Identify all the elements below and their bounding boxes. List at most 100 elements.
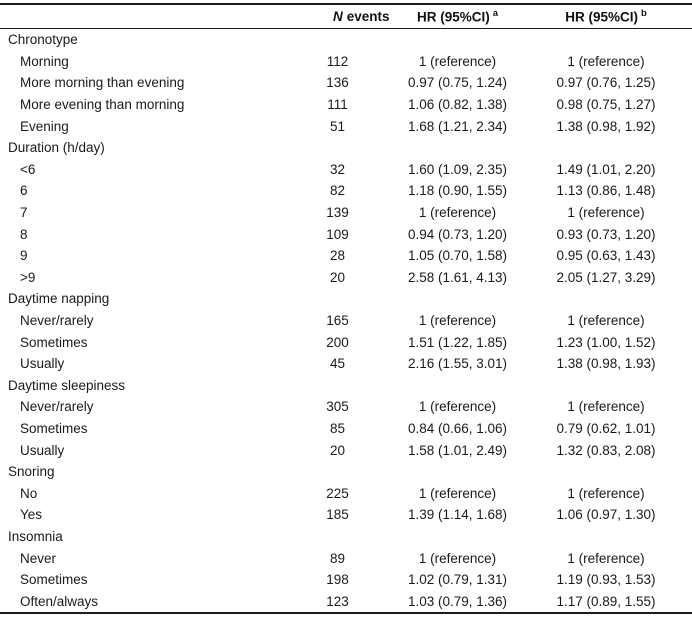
row-label: Never/rarely xyxy=(20,313,94,329)
hr-b-value: 1.06 (0.97, 1.30) xyxy=(556,507,656,523)
n-events-value: 123 xyxy=(326,593,349,609)
hr-b-value: 1.32 (0.83, 2.08) xyxy=(556,442,656,458)
table-row: 8 109 0.94 (0.73, 1.20) 0.93 (0.73, 1.20) xyxy=(0,223,692,245)
table-row: Sometimes 85 0.84 (0.66, 1.06) 0.79 (0.62, … xyxy=(0,418,692,440)
hr-b-value: 1.38 (0.98, 1.93) xyxy=(556,356,656,372)
row-label: Morning xyxy=(20,53,69,69)
hr-b-value: 0.98 (0.75, 1.27) xyxy=(556,97,656,113)
hr-a-value: 0.97 (0.75, 1.24) xyxy=(407,75,508,91)
table-body: Chronotype Morning 112 1 (reference) 1 (refe… xyxy=(0,29,692,614)
hr-b-value: 1.13 (0.86, 1.48) xyxy=(556,183,656,199)
section-label: Duration (h/day) xyxy=(8,140,105,156)
table-row: Sometimes 200 1.51 (1.22, 1.85) 1.23 (1.00,… xyxy=(0,331,692,353)
row-label: Often/always xyxy=(20,593,99,609)
hr-a-value: 1.58 (1.01, 2.49) xyxy=(407,442,508,458)
hr-b-value: 1 (reference) xyxy=(567,313,645,329)
hr-b-value: 0.95 (0.63, 1.43) xyxy=(556,248,656,264)
row-label: Evening xyxy=(20,118,69,134)
section-label: Daytime sleepiness xyxy=(8,377,126,393)
hr-a-value: 1 (reference) xyxy=(418,485,497,501)
row-label: More morning than evening xyxy=(20,75,185,91)
hr-b-value: 1.38 (0.98, 1.92) xyxy=(556,118,656,134)
hr-b-value: 0.93 (0.73, 1.20) xyxy=(556,226,656,242)
hr-a-value: 0.84 (0.66, 1.06) xyxy=(407,420,508,436)
hr-a-value: 1.18 (0.90, 1.55) xyxy=(407,183,508,199)
n-events-value: 28 xyxy=(329,248,346,264)
table-row: No 225 1 (reference) 1 (reference) xyxy=(0,482,692,504)
hr-a-value: 2.16 (1.55, 3.01) xyxy=(407,356,508,372)
section-row: Daytime sleepiness xyxy=(0,375,692,397)
hr-a-value: 1 (reference) xyxy=(418,205,497,221)
hr-b-value: 2.05 (1.27, 3.29) xyxy=(556,269,656,285)
n-events-value: 139 xyxy=(326,205,349,221)
hr-a-value: 1.05 (0.70, 1.58) xyxy=(407,248,508,264)
table-row: Usually 45 2.16 (1.55, 3.01) 1.38 (0.98, 1.… xyxy=(0,353,692,375)
row-label: 9 xyxy=(20,248,28,264)
n-events-label-italic: N xyxy=(333,9,343,24)
hr-a-value: 1.60 (1.09, 2.35) xyxy=(407,161,508,177)
row-label: >9 xyxy=(20,269,36,285)
n-events-value: 225 xyxy=(326,485,349,501)
footnote-marker-a: a xyxy=(492,8,499,20)
n-events-value: 20 xyxy=(329,269,346,285)
n-events-value: 136 xyxy=(326,75,349,91)
n-events-value: 32 xyxy=(329,161,346,177)
n-events-value: 51 xyxy=(329,118,346,134)
n-events-label-rest: events xyxy=(346,9,390,24)
table-row: Usually 20 1.58 (1.01, 2.49) 1.32 (0.83, 2.… xyxy=(0,439,692,461)
hr-label-a: HR (95%CI) xyxy=(416,9,490,25)
row-label: Never/rarely xyxy=(20,399,94,415)
header-empty-cell xyxy=(0,4,290,29)
hr-b-value: 0.79 (0.62, 1.01) xyxy=(556,420,656,436)
hr-b-value: 1.19 (0.93, 1.53) xyxy=(556,572,656,588)
hr-label-b: HR (95%CI) xyxy=(565,9,638,25)
section-label: Chronotype xyxy=(8,32,78,48)
n-events-value: 20 xyxy=(329,442,346,458)
hr-a-value: 0.94 (0.73, 1.20) xyxy=(407,226,508,242)
n-events-value: 198 xyxy=(326,572,349,588)
hr-b-value: 1 (reference) xyxy=(567,53,645,69)
table-row: More evening than morning 111 1.06 (0.82, … xyxy=(0,94,692,116)
n-events-value: 89 xyxy=(329,550,346,566)
hr-a-value: 2.58 (1.61, 4.13) xyxy=(407,269,508,285)
table-row: Sometimes 198 1.02 (0.79, 1.31) 1.19 (0.93,… xyxy=(0,569,692,591)
n-events-value: 45 xyxy=(329,356,346,372)
table-row: Never/rarely 305 1 (reference) 1 (reference… xyxy=(0,396,692,418)
table-row: Never/rarely 165 1 (reference) 1 (reference… xyxy=(0,310,692,332)
row-label: Sometimes xyxy=(20,334,88,350)
hr-b-value: 1 (reference) xyxy=(567,485,645,501)
n-events-value: 200 xyxy=(326,334,349,350)
row-label: Usually xyxy=(20,356,65,372)
hr-b-value: 1 (reference) xyxy=(567,399,645,415)
section-row: Chronotype xyxy=(0,29,692,51)
n-events-value: 111 xyxy=(327,97,348,113)
hr-a-value: 1.39 (1.14, 1.68) xyxy=(407,507,508,523)
hr-b-value: 1 (reference) xyxy=(567,550,645,566)
row-label: 7 xyxy=(20,205,28,221)
row-label: 8 xyxy=(20,226,28,242)
n-events-value: 185 xyxy=(326,507,349,523)
table-row: <6 32 1.60 (1.09, 2.35) 1.49 (1.01, 2.20) xyxy=(0,159,692,181)
n-events-value: 305 xyxy=(326,399,349,415)
hr-a-value: 1.03 (0.79, 1.36) xyxy=(407,593,508,609)
hr-b-value: 1.17 (0.89, 1.55) xyxy=(556,593,656,609)
header-hr-model-a: HR (95%CI) a xyxy=(385,4,530,29)
section-label: Daytime napping xyxy=(8,291,110,307)
n-events-value: 82 xyxy=(329,183,346,199)
row-label: More evening than morning xyxy=(20,97,185,113)
row-label: Sometimes xyxy=(20,572,88,588)
header-hr-model-b: HR (95%CI) b xyxy=(530,4,692,29)
table-row: 6 82 1.18 (0.90, 1.55) 1.13 (0.86, 1.48) xyxy=(0,180,692,202)
section-row: Insomnia xyxy=(0,526,692,548)
hr-b-value: 1 (reference) xyxy=(567,205,645,221)
hr-a-value: 1.51 (1.22, 1.85) xyxy=(407,334,508,350)
table-row: 9 28 1.05 (0.70, 1.58) 0.95 (0.63, 1.43) xyxy=(0,245,692,267)
hr-a-value: 1 (reference) xyxy=(418,550,497,566)
hr-b-value: 1.23 (1.00, 1.52) xyxy=(556,334,656,350)
section-row: Duration (h/day) xyxy=(0,137,692,159)
